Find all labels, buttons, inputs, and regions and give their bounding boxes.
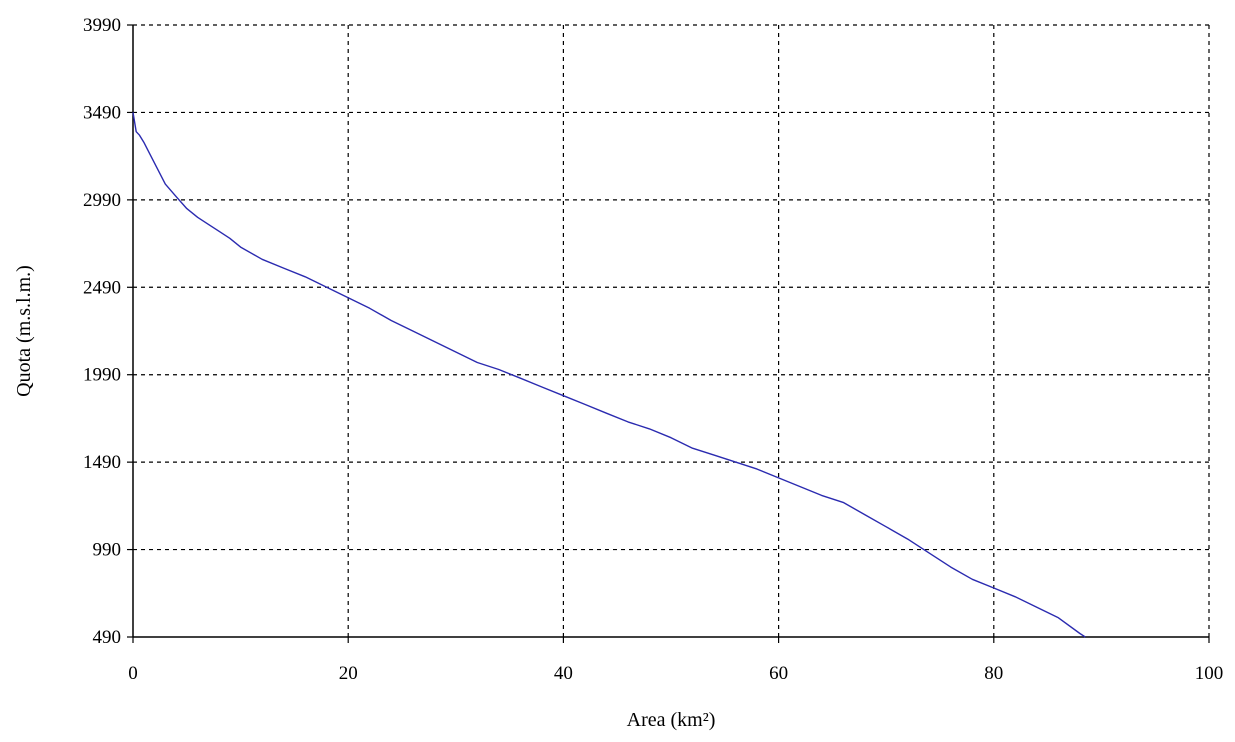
y-tick-label: 990: [93, 540, 122, 561]
series-layer: [132, 112, 1086, 638]
x-tick-label: 80: [984, 663, 1003, 684]
x-tick-label: 60: [769, 663, 788, 684]
y-axis-title: Quota (m.s.l.m.): [13, 265, 35, 397]
grid-layer: [133, 24, 1210, 637]
x-tick-label: 20: [339, 663, 358, 684]
axis-layer: [127, 24, 1210, 643]
y-tick-label: 3990: [83, 15, 121, 36]
label-layer: 490 990 1490 1990 2490 2990 3490 3990 0 20 40 60 80 1…: [83, 15, 1223, 684]
x-tick-label: 100: [1195, 663, 1224, 684]
y-tick-label: 490: [93, 627, 122, 648]
series-line: [132, 112, 1086, 638]
y-tick-label: 1490: [83, 452, 121, 473]
y-tick-label: 3490: [83, 102, 121, 123]
y-tick-label: 2990: [83, 190, 121, 211]
y-tick-label: 1990: [83, 365, 121, 386]
x-axis-title: Area (km²): [627, 709, 716, 731]
x-tick-label: 0: [128, 663, 138, 684]
y-tick-label: 2490: [83, 277, 121, 298]
x-tick-label: 40: [554, 663, 573, 684]
